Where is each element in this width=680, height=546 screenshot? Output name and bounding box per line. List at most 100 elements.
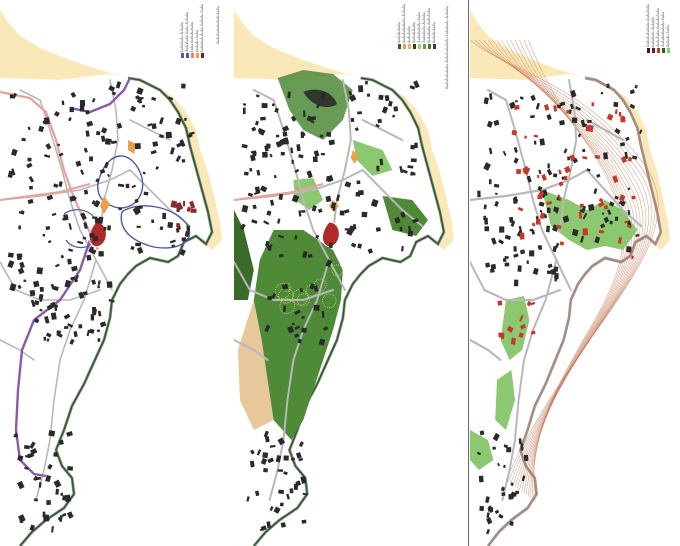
building <box>289 488 294 494</box>
building <box>603 152 608 160</box>
legend-item: ÂµÂµÂµÂµ ÂµÂµÂµ <box>651 4 655 54</box>
building <box>17 267 25 275</box>
building <box>313 304 320 311</box>
building <box>104 138 112 145</box>
building-new <box>619 194 626 202</box>
building-new <box>519 232 525 240</box>
building <box>53 479 62 488</box>
building <box>283 471 288 476</box>
building <box>350 242 357 248</box>
building <box>295 480 302 487</box>
building <box>575 106 581 111</box>
building-new <box>524 135 527 139</box>
building <box>336 194 341 202</box>
building <box>53 183 59 188</box>
building <box>486 512 490 519</box>
building <box>366 93 371 97</box>
building-highlight <box>170 200 178 209</box>
building <box>354 127 359 132</box>
building <box>513 146 518 153</box>
building <box>46 338 50 342</box>
building-highlight <box>190 208 197 213</box>
legend-swatch <box>180 53 184 59</box>
building <box>249 167 253 172</box>
building <box>253 150 257 156</box>
building <box>552 173 558 178</box>
building <box>315 234 320 239</box>
building <box>39 308 43 312</box>
building <box>298 154 304 159</box>
building <box>142 171 146 175</box>
building <box>51 212 57 217</box>
legend-label: ÂµÂµÂµÂµÂµ <box>432 21 436 43</box>
building <box>68 223 72 230</box>
building <box>279 502 284 507</box>
legend-label: ÂµÂµÂµÂµÂµÂµ ÂµÂµÂµÂµ <box>646 4 650 48</box>
map-panel-green: ÂµÂµÂµÂµÂµ ÂµÂµÂµÂµÂµÂµ ÂµÂµÂµ ÂµÂµÂµÂµ ÂµÂ… <box>234 0 464 546</box>
building <box>567 156 570 161</box>
building <box>10 148 18 157</box>
building <box>393 106 399 112</box>
building <box>483 204 487 210</box>
building <box>260 525 267 531</box>
open-space <box>495 370 515 430</box>
building <box>97 285 101 289</box>
map-base <box>0 10 222 546</box>
building <box>489 93 493 100</box>
building <box>364 80 369 85</box>
building <box>601 212 605 216</box>
building <box>169 147 175 155</box>
legend-label: ÂµÂµÂµÂµÂµ <box>397 21 401 43</box>
building <box>44 315 50 324</box>
building <box>155 165 159 170</box>
road <box>0 339 35 361</box>
building <box>39 297 43 302</box>
legend-item: ÂµÂµÂµÂµÂµÂµ ÂµÂµ <box>661 4 665 54</box>
building <box>563 148 568 154</box>
coastline <box>19 77 213 546</box>
building <box>29 441 36 449</box>
building <box>311 120 315 124</box>
building <box>504 262 510 267</box>
building <box>24 445 30 450</box>
building <box>492 446 496 450</box>
building-new <box>618 111 622 117</box>
building <box>267 295 273 301</box>
road <box>470 260 561 302</box>
built-form-map <box>470 10 670 546</box>
building <box>298 210 302 217</box>
building <box>68 248 74 252</box>
building <box>498 513 504 519</box>
building <box>91 279 97 285</box>
building-new <box>621 156 627 164</box>
building <box>295 452 302 459</box>
building-highlight <box>175 202 182 210</box>
building-new <box>498 332 503 338</box>
building <box>281 283 289 290</box>
building <box>91 200 96 205</box>
building <box>17 284 22 290</box>
building <box>529 250 535 257</box>
building-new <box>598 201 605 208</box>
legend-swatch <box>656 48 660 54</box>
building <box>179 248 186 256</box>
building <box>53 111 60 117</box>
building <box>537 185 543 192</box>
building <box>399 165 404 174</box>
building <box>61 512 67 517</box>
building <box>263 430 269 438</box>
building <box>100 135 106 143</box>
building <box>16 253 22 261</box>
legend-label: ÂµÂµ ÂµÂµÂµÂµÂµ <box>190 21 194 53</box>
building-new <box>537 174 540 179</box>
building <box>47 463 53 470</box>
legend-item: ÂµÂµÂµÂµÂµÂµ ÂµÂµÂµ ÂµÂµ <box>200 4 204 59</box>
building <box>251 219 258 224</box>
building <box>521 475 526 482</box>
road <box>361 119 404 141</box>
building-new <box>579 203 584 208</box>
building <box>299 288 304 293</box>
building <box>582 149 586 153</box>
building-new <box>557 194 562 202</box>
building <box>493 119 500 126</box>
